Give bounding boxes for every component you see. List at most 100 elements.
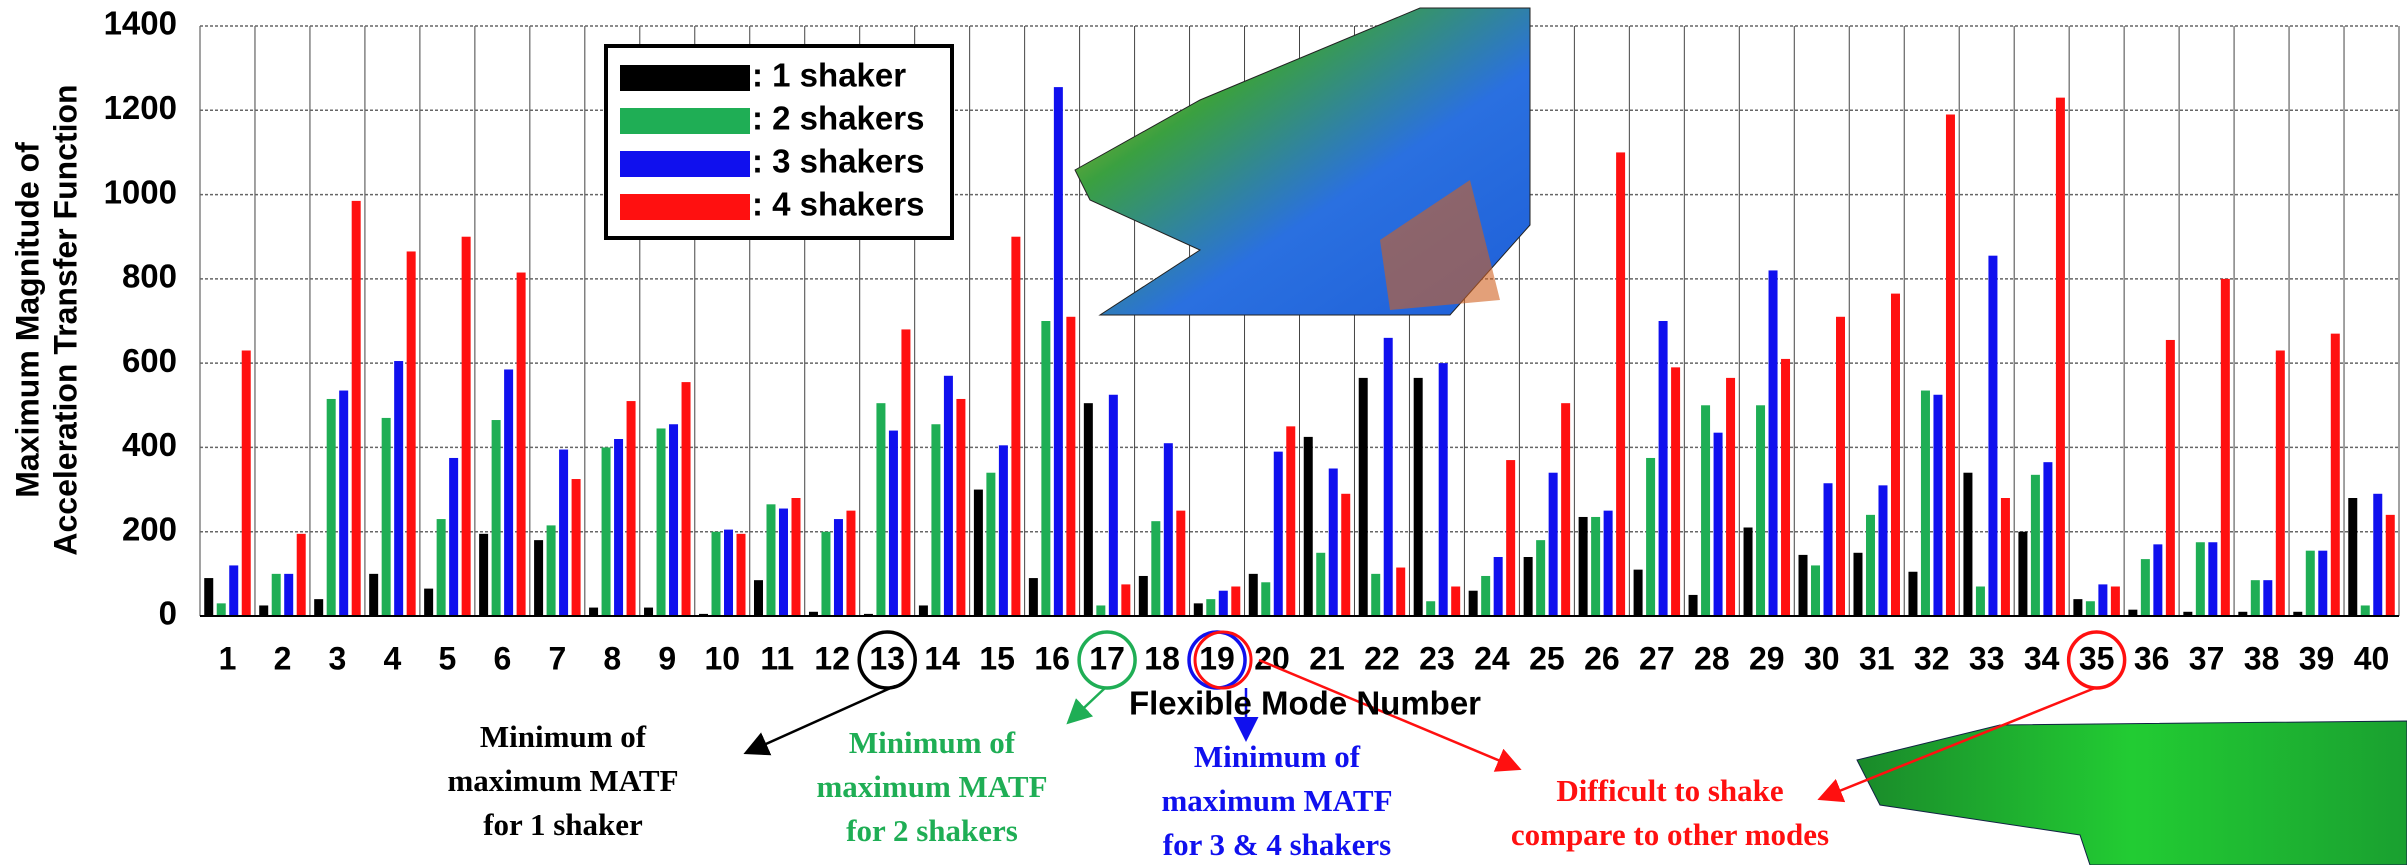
- x-tick-label: 16: [1034, 640, 1070, 676]
- annotation: maximum MATF: [816, 769, 1047, 804]
- bar: [1963, 473, 1972, 616]
- x-tick-label: 25: [1529, 640, 1565, 676]
- bar: [2196, 542, 2205, 616]
- annotation: maximum MATF: [447, 763, 678, 798]
- bar: [754, 580, 763, 616]
- x-tick-label: 19: [1199, 640, 1235, 676]
- legend-label: : 4 shakers: [752, 186, 924, 223]
- x-tick-label: 34: [2024, 640, 2060, 676]
- bar: [1714, 433, 1723, 616]
- bar: [1231, 587, 1240, 617]
- bar: [437, 519, 446, 616]
- bar: [766, 504, 775, 616]
- x-tick-label: 7: [548, 640, 566, 676]
- bar: [919, 605, 928, 616]
- annotation: Difficult to shake: [1556, 773, 1783, 808]
- x-tick-label: 2: [274, 640, 292, 676]
- bar: [1451, 587, 1460, 617]
- bar: [534, 540, 543, 616]
- bar: [779, 509, 788, 616]
- bar: [956, 399, 965, 616]
- x-tick-label: 12: [814, 640, 850, 676]
- y-tick-label: 600: [122, 342, 177, 379]
- bar: [2251, 580, 2260, 616]
- bar: [1219, 591, 1228, 616]
- bar: [999, 445, 1008, 616]
- x-tick-label: 33: [1969, 640, 2005, 676]
- bar: [1316, 553, 1325, 616]
- annotation: Minimum of: [480, 719, 647, 754]
- bar: [1891, 294, 1900, 616]
- x-tick-label: 4: [384, 640, 402, 676]
- bar: [424, 589, 433, 616]
- y-tick-label: 1400: [104, 5, 177, 42]
- bar: [1921, 391, 1930, 616]
- bar: [1756, 405, 1765, 616]
- x-tick-label: 9: [658, 640, 676, 676]
- bar: [1811, 565, 1820, 616]
- bar: [352, 201, 361, 616]
- arrow: [1070, 688, 1105, 721]
- x-tick-label: 6: [493, 640, 511, 676]
- bar: [602, 447, 611, 616]
- bar: [1524, 557, 1533, 616]
- bar: [589, 608, 598, 616]
- bar: [1194, 603, 1203, 616]
- legend-swatch: [620, 65, 750, 91]
- bar: [1908, 572, 1917, 616]
- bar: [1176, 511, 1185, 616]
- bar: [479, 534, 488, 616]
- annotation: maximum MATF: [1161, 783, 1392, 818]
- bar: [1414, 378, 1423, 616]
- bar: [1604, 511, 1613, 616]
- bar: [974, 490, 983, 616]
- bar: [1469, 591, 1478, 616]
- bar: [1824, 483, 1833, 616]
- bar: [272, 574, 281, 616]
- x-tick-label: 23: [1419, 640, 1455, 676]
- x-tick-label: 28: [1694, 640, 1730, 676]
- bar: [1341, 494, 1350, 616]
- bar: [2001, 498, 2010, 616]
- x-tick-label: 37: [2189, 640, 2225, 676]
- annotation: Minimum of: [1194, 739, 1361, 774]
- x-tick-label: 32: [1914, 640, 1950, 676]
- bar: [821, 532, 830, 616]
- annotation: for 1 shaker: [483, 807, 643, 842]
- bar: [229, 565, 238, 616]
- x-tick-label: 29: [1749, 640, 1785, 676]
- bar: [1096, 605, 1105, 616]
- bar: [1853, 553, 1862, 616]
- bar: [2056, 98, 2065, 616]
- bar: [1616, 152, 1625, 616]
- bar: [504, 369, 513, 616]
- y-axis-label: Maximum Magnitude of: [9, 142, 45, 498]
- bar: [1878, 485, 1887, 616]
- bar: [791, 498, 800, 616]
- bar: [1946, 115, 1955, 617]
- x-tick-label: 40: [2354, 640, 2390, 676]
- legend: : 1 shaker: 2 shakers: 3 shakers: 4 shak…: [606, 46, 952, 238]
- x-tick-label: 5: [438, 640, 456, 676]
- bar: [2086, 601, 2095, 616]
- bar: [1744, 528, 1753, 617]
- bar: [944, 376, 953, 616]
- bar: [2306, 551, 2315, 616]
- x-tick-label: 18: [1144, 640, 1180, 676]
- bar: [1781, 359, 1790, 616]
- bar: [2348, 498, 2357, 616]
- bar: [2208, 542, 2217, 616]
- bar: [1836, 317, 1845, 616]
- x-tick-label: 31: [1859, 640, 1895, 676]
- y-tick-label: 200: [122, 510, 177, 547]
- bar: [2031, 475, 2040, 616]
- bar: [369, 574, 378, 616]
- x-tick-label: 36: [2134, 640, 2170, 676]
- x-tick-label: 21: [1309, 640, 1345, 676]
- bar: [1041, 321, 1050, 616]
- legend-swatch: [620, 194, 750, 220]
- x-tick-label: 35: [2079, 640, 2115, 676]
- bar: [1121, 584, 1130, 616]
- bar: [889, 431, 898, 616]
- bar: [1549, 473, 1558, 616]
